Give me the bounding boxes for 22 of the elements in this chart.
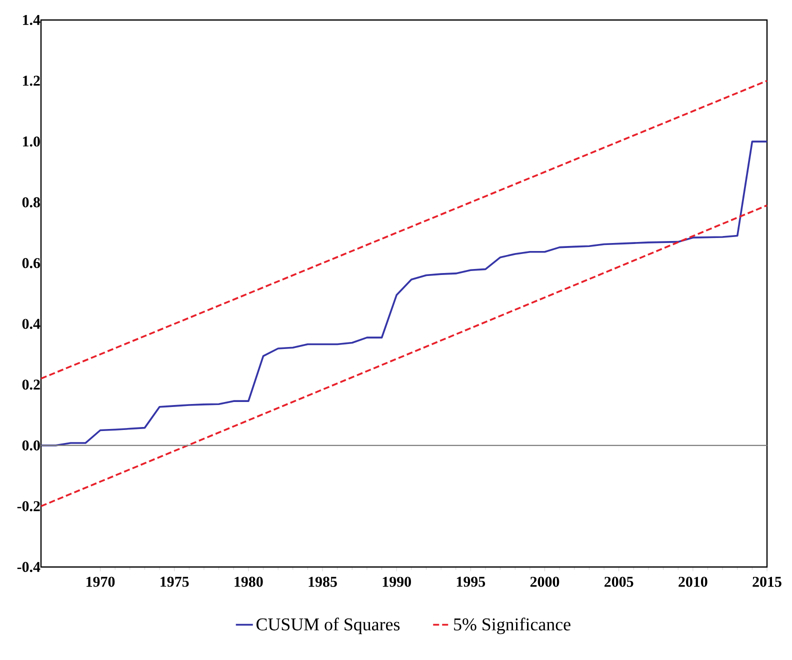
y-tick-label: 1.2: [23, 76, 40, 86]
legend-label: 5% Significance: [454, 618, 570, 634]
y-tick-label: 0.0: [22, 440, 40, 451]
x-tick-label: 2005: [604, 576, 634, 587]
x-tick-label: 1975: [160, 576, 189, 587]
y-tick-label: 1.0: [23, 136, 40, 147]
legend-label: CUSUM of Squares: [256, 618, 400, 634]
x-tick-label: 2000: [530, 576, 560, 587]
y-tick-label: 0.2: [22, 380, 40, 390]
x-tick-label: 2015: [752, 576, 782, 587]
x-tick-label: 1970: [86, 576, 115, 587]
x-tick-label: 1995: [456, 576, 486, 587]
y-tick-label: 0.6: [22, 258, 40, 268]
y-tick-label: -0.2: [17, 501, 40, 512]
y-tick-label: 0.8: [22, 197, 40, 208]
x-tick-label: 1990: [382, 576, 411, 587]
y-tick-label: 0.4: [22, 318, 40, 329]
x-tick-label: 2010: [678, 576, 708, 587]
x-tick-label: 1985: [308, 576, 337, 587]
y-tick-label: 1.4: [23, 14, 40, 26]
x-tick-label: 1980: [234, 576, 263, 587]
y-tick-label: -0.4: [17, 562, 40, 572]
